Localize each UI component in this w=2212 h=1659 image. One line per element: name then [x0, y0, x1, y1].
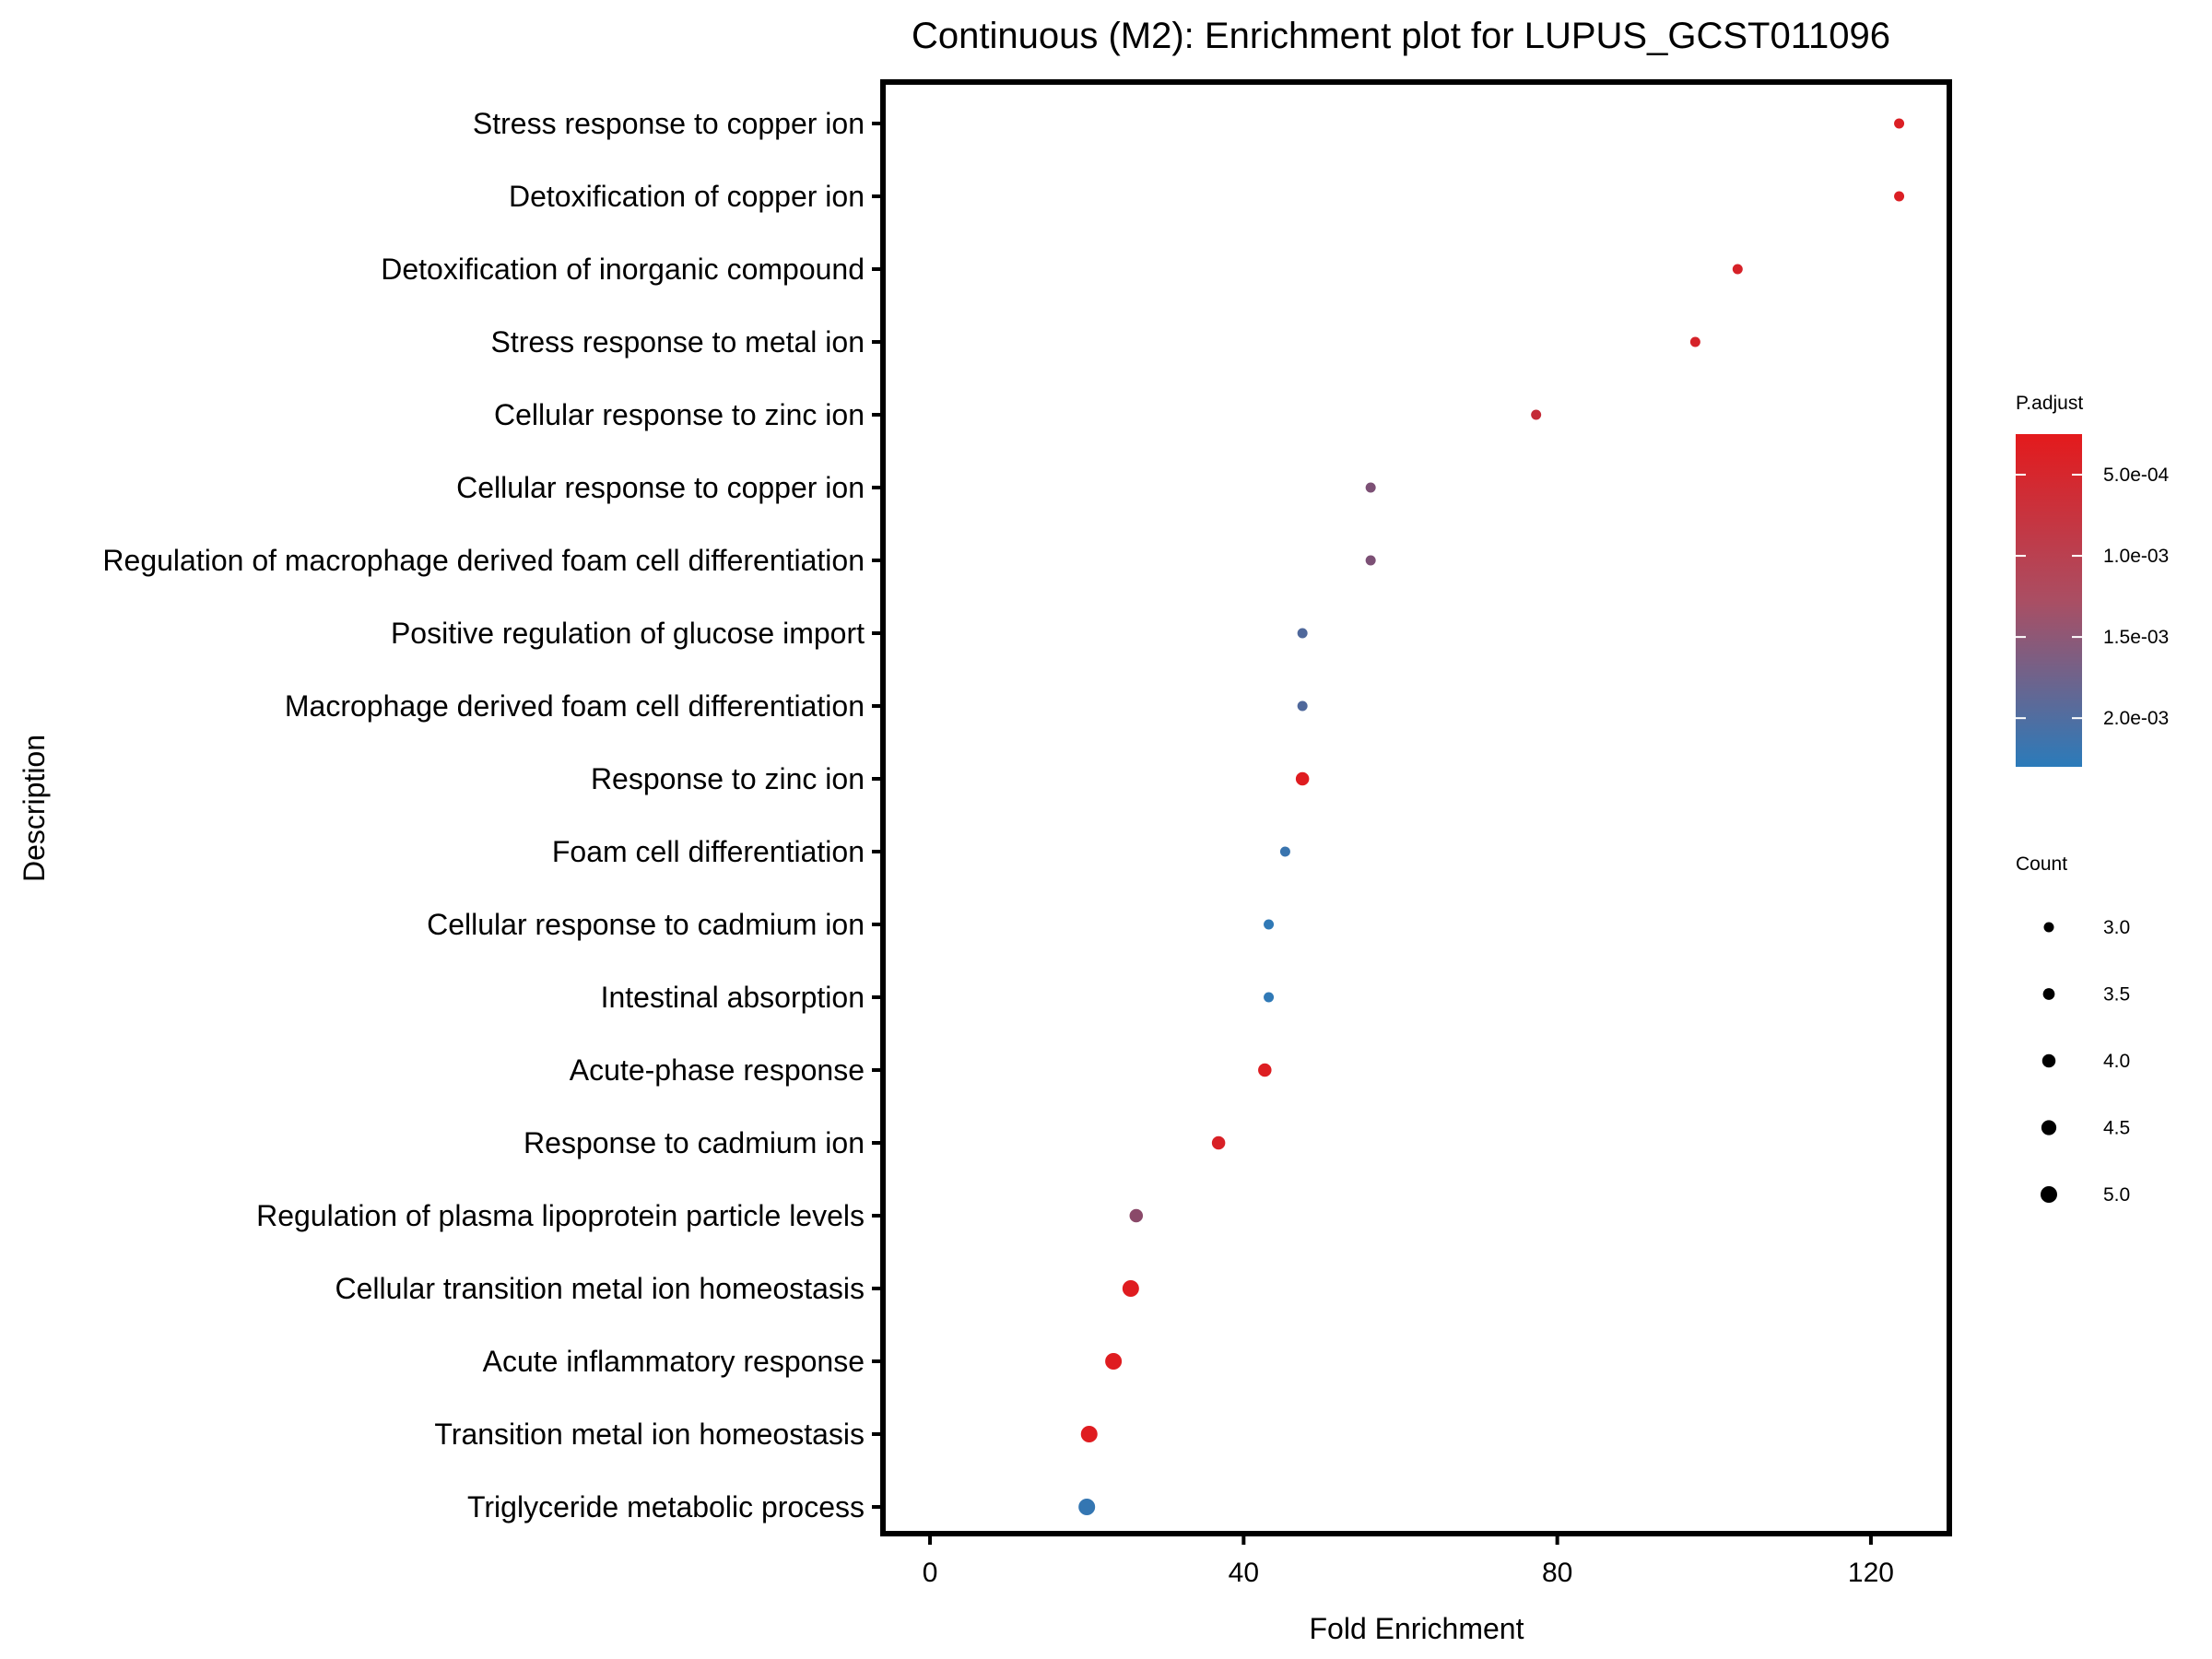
- data-point: [1122, 1280, 1139, 1297]
- category-label: Acute-phase response: [570, 1053, 865, 1087]
- legend-color-bar: [2016, 434, 2082, 767]
- category-label: Cellular response to cadmium ion: [427, 908, 865, 941]
- category-label: Triglyceride metabolic process: [467, 1490, 865, 1524]
- chart-title: Continuous (M2): Enrichment plot for LUP…: [912, 16, 1890, 56]
- data-point: [1129, 1208, 1144, 1223]
- category-label: Detoxification of copper ion: [509, 180, 865, 213]
- category-label: Response to zinc ion: [591, 762, 865, 795]
- size-key-dot: [2042, 988, 2055, 1000]
- data-point: [1365, 482, 1376, 493]
- x-axis: 0 40 80 120: [923, 1534, 1894, 1588]
- legend-color-title: P.adjust: [2016, 393, 2083, 414]
- data-point: [1894, 118, 1905, 129]
- size-key-dot: [2041, 1186, 2057, 1203]
- category-label: Cellular response to zinc ion: [494, 398, 865, 431]
- data-point: [1211, 1135, 1226, 1150]
- y-axis-title: Description: [18, 735, 51, 882]
- color-tick-label: 5.0e-04: [2103, 465, 2170, 486]
- category-label: Intestinal absorption: [601, 981, 865, 1014]
- category-label: Macrophage derived foam cell differentia…: [285, 689, 865, 723]
- color-tick-label: 2.0e-03: [2103, 708, 2169, 729]
- size-key-label: 4.0: [2103, 1051, 2130, 1072]
- size-key-dot: [2041, 1120, 2057, 1135]
- data-point: [1078, 1499, 1096, 1515]
- legend-color-ticks: 5.0e-04 1.0e-03 1.5e-03 2.0e-03: [2016, 465, 2170, 729]
- y-axis: Stress response to copper ion Detoxificat…: [102, 107, 883, 1524]
- x-tick-label: 120: [1848, 1558, 1894, 1588]
- x-tick-label: 80: [1542, 1558, 1572, 1588]
- category-label: Acute inflammatory response: [483, 1345, 865, 1378]
- size-key-label: 3.5: [2103, 984, 2130, 1006]
- category-label: Response to cadmium ion: [524, 1126, 865, 1159]
- data-point: [1689, 336, 1700, 347]
- size-key-label: 5.0: [2103, 1184, 2130, 1206]
- category-label: Regulation of plasma lipoprotein particl…: [256, 1199, 865, 1232]
- data-point: [1279, 846, 1290, 857]
- data-point: [1732, 264, 1743, 275]
- category-label: Transition metal ion homeostasis: [434, 1418, 865, 1451]
- category-label: Cellular response to copper ion: [456, 471, 865, 504]
- data-point: [1105, 1353, 1123, 1370]
- data-point: [1531, 409, 1542, 420]
- data-point: [1365, 555, 1376, 566]
- plot-panel: [880, 79, 1952, 1536]
- category-label: Stress response to copper ion: [473, 107, 865, 140]
- data-point: [1264, 992, 1275, 1003]
- color-tick-label: 1.5e-03: [2103, 627, 2169, 648]
- size-key-label: 4.5: [2103, 1118, 2130, 1139]
- color-tick-label: 1.0e-03: [2103, 546, 2169, 567]
- size-key-dot: [2041, 1053, 2056, 1068]
- x-tick-label: 0: [923, 1558, 938, 1588]
- category-label: Positive regulation of glucose import: [391, 617, 865, 650]
- data-point: [1297, 700, 1308, 712]
- legend-size-title: Count: [2016, 853, 2067, 875]
- category-label: Detoxification of inorganic compound: [381, 253, 865, 286]
- data-point: [1295, 771, 1310, 786]
- category-label: Regulation of macrophage derived foam ce…: [102, 544, 865, 577]
- data-point: [1264, 919, 1275, 930]
- category-label: Foam cell differentiation: [552, 835, 865, 868]
- legend: P.adjust 5.0e-04 1.0e-03 1.5e-03 2.0e-03 Co…: [2016, 393, 2170, 1206]
- data-points: [1078, 118, 1905, 1515]
- size-key-dot: [2043, 922, 2054, 933]
- category-label: Stress response to metal ion: [490, 325, 865, 359]
- data-point: [1894, 191, 1905, 202]
- data-point: [1080, 1426, 1098, 1442]
- data-point: [1297, 628, 1308, 639]
- data-point: [1258, 1063, 1272, 1077]
- x-axis-title: Fold Enrichment: [1310, 1612, 1524, 1645]
- size-key-label: 3.0: [2103, 917, 2130, 938]
- legend-size-keys: 3.0 3.5 4.0 4.5 5.0: [2041, 917, 2130, 1206]
- category-label: Cellular transition metal ion homeostasi…: [335, 1272, 865, 1305]
- x-tick-label: 40: [1229, 1558, 1259, 1588]
